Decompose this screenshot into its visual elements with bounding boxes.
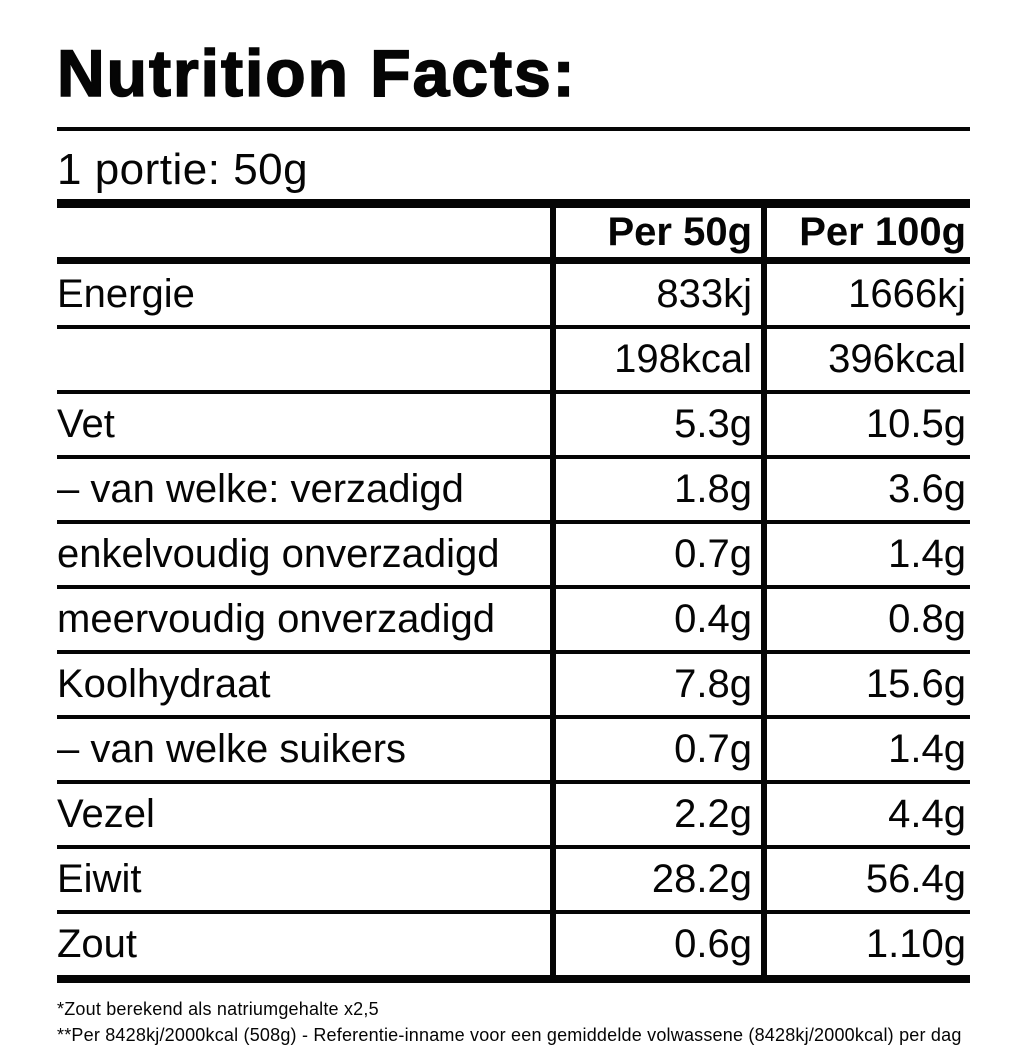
nutrition-table: Per 50g Per 100g Energie 833kj 1666kj 198kc…: [57, 199, 970, 984]
row-label: enkelvoudig onverzadigd: [57, 522, 553, 590]
row-label: Energie: [57, 260, 553, 330]
nutrition-table-body: Energie 833kj 1666kj 198kcal 396kcal Vet 5.3g 1…: [57, 260, 970, 982]
header-per-50g: Per 50g: [550, 203, 764, 265]
row-value-per50g: 2.2g: [550, 782, 764, 850]
footnote-reference-intake: **Per 8428kj/2000kcal (508g) - Referenti…: [57, 1025, 962, 1046]
row-value-per100g: 10.5g: [761, 392, 970, 460]
row-label: Vezel: [57, 782, 553, 850]
row-value-per100g: 1.4g: [761, 522, 970, 590]
row-label: Koolhydraat: [57, 652, 553, 720]
title-divider: [57, 127, 970, 131]
row-value-per50g: 198kcal: [550, 327, 764, 395]
table-row: meervoudig onverzadigd 0.4g 0.8g: [57, 587, 970, 655]
row-value-per100g: 4.4g: [761, 782, 970, 850]
footnote-salt: *Zout berekend als natriumgehalte x2,5: [57, 999, 379, 1020]
row-label: Zout: [57, 912, 553, 982]
serving-size: 1 portie: 50g: [57, 145, 309, 194]
table-row: Zout 0.6g 1.10g: [57, 912, 970, 982]
row-value-per50g: 0.7g: [550, 717, 764, 785]
row-value-per100g: 1.4g: [761, 717, 970, 785]
table-row: Koolhydraat 7.8g 15.6g: [57, 652, 970, 720]
row-value-per50g: 7.8g: [550, 652, 764, 720]
row-label: Eiwit: [57, 847, 553, 915]
row-value-per100g: 3.6g: [761, 457, 970, 525]
row-label: [57, 327, 553, 395]
table-row: Energie 833kj 1666kj: [57, 260, 970, 330]
page-title: Nutrition Facts:: [56, 36, 577, 110]
table-header-row: Per 50g Per 100g: [57, 203, 970, 265]
row-value-per50g: 28.2g: [550, 847, 764, 915]
row-value-per50g: 5.3g: [550, 392, 764, 460]
nutrition-label: Nutrition Facts: 1 portie: 50g Per 50g P…: [56, 36, 970, 1048]
row-label: Vet: [57, 392, 553, 460]
row-value-per50g: 0.6g: [550, 912, 764, 982]
table-row: 198kcal 396kcal: [57, 327, 970, 395]
row-label: meervoudig onverzadigd: [57, 587, 553, 655]
row-label: – van welke suikers: [57, 717, 553, 785]
table-row: Vet 5.3g 10.5g: [57, 392, 970, 460]
header-per-100g: Per 100g: [761, 203, 970, 265]
table-row: Eiwit 28.2g 56.4g: [57, 847, 970, 915]
table-row: – van welke suikers 0.7g 1.4g: [57, 717, 970, 785]
table-row: – van welke: verzadigd 1.8g 3.6g: [57, 457, 970, 525]
row-value-per50g: 1.8g: [550, 457, 764, 525]
row-value-per100g: 396kcal: [761, 327, 970, 395]
row-label: – van welke: verzadigd: [57, 457, 553, 525]
table-row: Vezel 2.2g 4.4g: [57, 782, 970, 850]
row-value-per50g: 0.7g: [550, 522, 764, 590]
table-row: enkelvoudig onverzadigd 0.7g 1.4g: [57, 522, 970, 590]
footnotes: *Zout berekend als natriumgehalte x2,5 *…: [57, 996, 970, 1048]
row-value-per100g: 1.10g: [761, 912, 970, 982]
row-value-per100g: 1666kj: [761, 260, 970, 330]
header-blank-cell: [57, 203, 553, 265]
row-value-per50g: 833kj: [550, 260, 764, 330]
row-value-per100g: 56.4g: [761, 847, 970, 915]
row-value-per100g: 15.6g: [761, 652, 970, 720]
row-value-per100g: 0.8g: [761, 587, 970, 655]
row-value-per50g: 0.4g: [550, 587, 764, 655]
